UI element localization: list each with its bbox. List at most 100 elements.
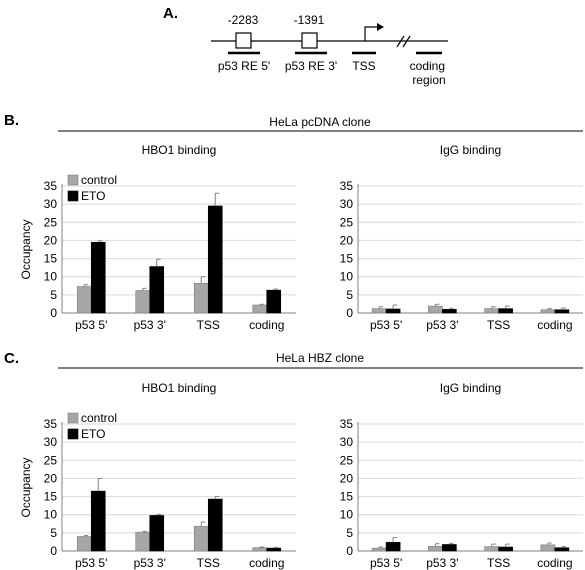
- y-tick-label: 25: [44, 215, 58, 229]
- y-tick-label: 30: [340, 197, 354, 211]
- y-tick-label: 10: [44, 270, 58, 284]
- label-coding-line-2: region: [412, 73, 445, 87]
- bar-control: [193, 526, 209, 552]
- label-tss: TSS: [352, 59, 375, 73]
- y-tick-label: 15: [340, 490, 354, 504]
- legend-swatch-eto: [67, 428, 79, 440]
- tss-arrow-icon: [377, 23, 384, 31]
- x-tick-label: coding: [249, 556, 284, 570]
- bar-control: [428, 545, 443, 552]
- panel-a-letter: A.: [163, 5, 178, 22]
- bar-eto: [90, 490, 106, 552]
- chart-title: IgG binding: [440, 381, 501, 395]
- y-tick-label: 15: [44, 490, 58, 504]
- bar-eto: [149, 515, 165, 552]
- x-tick-label: coding: [537, 318, 572, 332]
- y-tick-label: 5: [346, 526, 353, 540]
- y-tick-label: 0: [50, 544, 57, 558]
- x-tick-label: TSS: [487, 318, 510, 332]
- bar-control: [252, 304, 268, 314]
- x-tick-label: p53 3': [134, 318, 166, 332]
- x-tick-label: p53 5': [75, 318, 107, 332]
- legend-label-control: control: [81, 173, 117, 187]
- bar-control: [371, 308, 387, 314]
- panel-c: C. HeLa HBZ clone: [4, 350, 583, 369]
- legend-label-control: control: [81, 411, 117, 425]
- bar-eto: [554, 547, 570, 552]
- break-mark-2: [402, 35, 411, 48]
- chart-hbo1-hbz: HBO1 binding Occupancy 0 5 10 15 20 25 30 35 p53 5…: [19, 381, 296, 570]
- y-tick-label: 30: [44, 197, 58, 211]
- x-tick-label: TSS: [197, 318, 220, 332]
- y-tick-label: 0: [50, 306, 57, 320]
- legend-swatch-control: [67, 174, 79, 186]
- panel-c-letter: C.: [4, 350, 19, 367]
- y-tick-label: 0: [346, 306, 353, 320]
- y-tick-label: 25: [44, 453, 58, 467]
- bar-eto: [498, 308, 513, 314]
- bar-control: [484, 546, 499, 552]
- y-tick-label: 25: [340, 215, 354, 229]
- y-tick-label: 20: [340, 471, 354, 485]
- bar-eto: [207, 498, 223, 552]
- panel-b: B. HeLa pcDNA clone: [4, 112, 583, 132]
- bar-eto: [442, 309, 457, 314]
- x-tick-label: coding: [537, 556, 572, 570]
- x-tick-label: TSS: [487, 556, 510, 570]
- y-tick-label: 35: [44, 417, 58, 431]
- x-tick-label: p53 3': [426, 556, 458, 570]
- bar-eto: [442, 544, 457, 552]
- y-tick-label: 30: [340, 435, 354, 449]
- y-tick-label: 20: [44, 233, 58, 247]
- chart-igg-hbz: IgG binding 0 5 10 15 20 25 30 35 p53 5' p53 3' TSS…: [340, 381, 583, 570]
- y-tick-label: 35: [44, 179, 58, 193]
- y-tick-label: 10: [340, 270, 354, 284]
- p53-re-3-box: [301, 32, 318, 49]
- break-mark-1: [396, 35, 405, 48]
- chart-igg-pcdna: IgG binding 0 5 10 15 20 25 30 35 p53 5' p53 3' TSS…: [340, 143, 583, 332]
- label-p53-re-5: p53 RE 5': [218, 59, 270, 73]
- x-tick-label: TSS: [197, 556, 220, 570]
- y-tick-label: 30: [44, 435, 58, 449]
- bar-control: [193, 282, 209, 314]
- bar-control: [371, 547, 387, 552]
- chart-title: HBO1 binding: [142, 381, 217, 395]
- y-axis-label: Occupancy: [19, 219, 33, 279]
- bar-eto: [385, 308, 401, 314]
- bar-eto: [149, 266, 165, 314]
- bar-eto: [266, 547, 282, 552]
- y-tick-label: 5: [346, 288, 353, 302]
- label-coding-line-1: coding: [410, 59, 445, 73]
- bar-control: [76, 536, 92, 552]
- y-tick-label: 0: [346, 544, 353, 558]
- bar-eto: [207, 205, 223, 314]
- y-tick-label: 15: [44, 252, 58, 266]
- chart-hbo1-pcdna: HBO1 binding Occupancy 0 5 10 15 20 25 30 35 p53 5…: [19, 143, 296, 332]
- label-p53-re-3: p53 RE 3': [285, 59, 337, 73]
- y-tick-label: 10: [340, 508, 354, 522]
- y-tick-label: 35: [340, 179, 354, 193]
- tss-arrow-stem: [364, 26, 377, 41]
- bar-control: [540, 309, 556, 314]
- bar-control: [540, 544, 556, 552]
- x-tick-label: p53 5': [370, 318, 402, 332]
- bar-control: [135, 531, 151, 552]
- y-tick-label: 15: [340, 252, 354, 266]
- panel-a: A. -2283 -1391 p53 RE 5' p53 RE 3' TSS c…: [163, 5, 448, 87]
- position-label-5: -2283: [228, 13, 259, 27]
- bar-control: [252, 547, 268, 552]
- x-tick-label: coding: [249, 318, 284, 332]
- y-axis-label: Occupancy: [19, 457, 33, 517]
- label-coding-region: coding region: [410, 59, 449, 87]
- y-tick-label: 5: [50, 288, 57, 302]
- y-tick-label: 5: [50, 526, 57, 540]
- y-tick-label: 20: [340, 233, 354, 247]
- bar-eto: [266, 289, 282, 314]
- panel-b-header: HeLa pcDNA clone: [269, 115, 371, 129]
- legend-label-eto: ETO: [81, 189, 105, 203]
- chart-title: IgG binding: [440, 143, 501, 157]
- legend-label-eto: ETO: [81, 427, 105, 441]
- bar-eto: [498, 546, 513, 552]
- legend-swatch-eto: [67, 190, 79, 202]
